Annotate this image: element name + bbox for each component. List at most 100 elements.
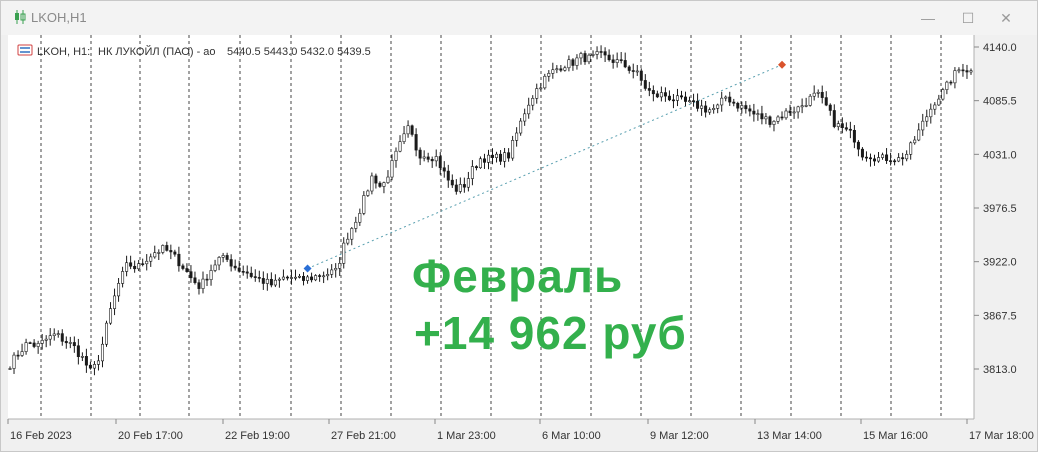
candle [80, 352, 84, 362]
x-tick-label: 16 Feb 2023 [10, 430, 72, 442]
candle [820, 85, 824, 104]
candle [410, 124, 414, 137]
candle [832, 104, 836, 129]
candle [430, 156, 434, 168]
candle [342, 237, 346, 269]
candle [40, 333, 44, 350]
candle [623, 52, 627, 69]
candle [454, 179, 458, 195]
candle [197, 279, 201, 295]
candle [780, 111, 784, 121]
y-tick-label: 3813.0 [983, 364, 1017, 376]
candle [92, 361, 96, 376]
candle [768, 115, 772, 128]
candle [318, 273, 322, 282]
candle [273, 274, 277, 288]
candle [137, 259, 141, 272]
candle [941, 87, 945, 101]
x-tick-label: 17 Mar 18:00 [969, 430, 1034, 442]
overlay-month: Февраль [412, 250, 624, 302]
candle [937, 94, 941, 106]
x-tick-label: 22 Feb 19:00 [225, 430, 290, 442]
candle [712, 104, 716, 114]
trade-exit-marker[interactable] [778, 60, 787, 69]
candle [728, 91, 732, 106]
candle [398, 135, 402, 153]
candle [326, 268, 330, 281]
close-button[interactable]: ✕ [1000, 10, 1012, 26]
candle [48, 328, 52, 346]
candle [784, 108, 788, 120]
candle [233, 259, 237, 271]
candle [474, 165, 478, 171]
candle [595, 46, 599, 60]
candle [169, 244, 173, 260]
candle [877, 151, 881, 163]
candle [386, 170, 390, 184]
candle [125, 255, 129, 277]
candle [113, 288, 117, 316]
candle [334, 263, 338, 278]
candle [800, 98, 804, 114]
candle [306, 274, 310, 284]
candle [269, 272, 273, 288]
candle [482, 153, 486, 169]
candle [36, 340, 40, 354]
x-tick-label: 15 Mar 16:00 [863, 430, 928, 442]
candle [611, 54, 615, 69]
minimize-button[interactable]: — [921, 10, 935, 26]
candle [84, 348, 88, 373]
candle [109, 302, 113, 325]
candle [893, 158, 897, 166]
candle [193, 271, 197, 285]
candle [491, 148, 495, 165]
candle [24, 338, 28, 355]
candle [684, 91, 688, 107]
header-ohlc: 5440.5 5443.0 5432.0 5439.5 [227, 46, 371, 58]
candle [848, 121, 852, 139]
candle [350, 227, 354, 246]
candle [105, 320, 109, 347]
candle [153, 245, 157, 259]
candle [969, 68, 973, 75]
maximize-button[interactable]: ☐ [961, 10, 975, 26]
candle [434, 149, 438, 167]
candle [438, 152, 442, 175]
candle [635, 64, 639, 76]
candle [495, 151, 499, 163]
candle [748, 104, 752, 117]
candle [189, 265, 193, 283]
candle [314, 274, 318, 282]
candle [957, 67, 961, 74]
candle [221, 252, 225, 263]
candle [374, 173, 378, 189]
candle [338, 257, 342, 276]
candle [704, 100, 708, 118]
candle [121, 266, 125, 288]
candle [555, 65, 559, 74]
candle [515, 127, 519, 147]
price-chart[interactable]: 4140.0 4085.5 4031.0 3976.5 3922.0 3867.5 3813… [1, 35, 1037, 451]
candle [639, 68, 643, 86]
trade-entry-marker[interactable] [303, 264, 312, 273]
candle [543, 73, 547, 90]
candle [571, 58, 575, 71]
window-titlebar[interactable]: LKOH,H1 — ☐ ✕ [1, 1, 1037, 35]
chart-header: LKOH, H1: НК ЛУКОЙЛ (ПАО) - ao 5440.5 54… [17, 44, 371, 58]
candle [607, 49, 611, 62]
candle [671, 93, 675, 109]
candle [129, 255, 133, 270]
candle [237, 260, 241, 273]
candle [913, 136, 917, 145]
candle [945, 80, 949, 95]
candle [816, 89, 820, 98]
candle [531, 95, 535, 111]
candle [141, 258, 145, 267]
window-title: LKOH,H1 [31, 10, 87, 25]
y-tick-label: 4085.5 [983, 96, 1017, 108]
candle [792, 106, 796, 119]
candle [466, 171, 470, 192]
x-tick-label: 20 Feb 17:00 [118, 430, 183, 442]
candle [478, 156, 482, 169]
candle [844, 122, 848, 132]
